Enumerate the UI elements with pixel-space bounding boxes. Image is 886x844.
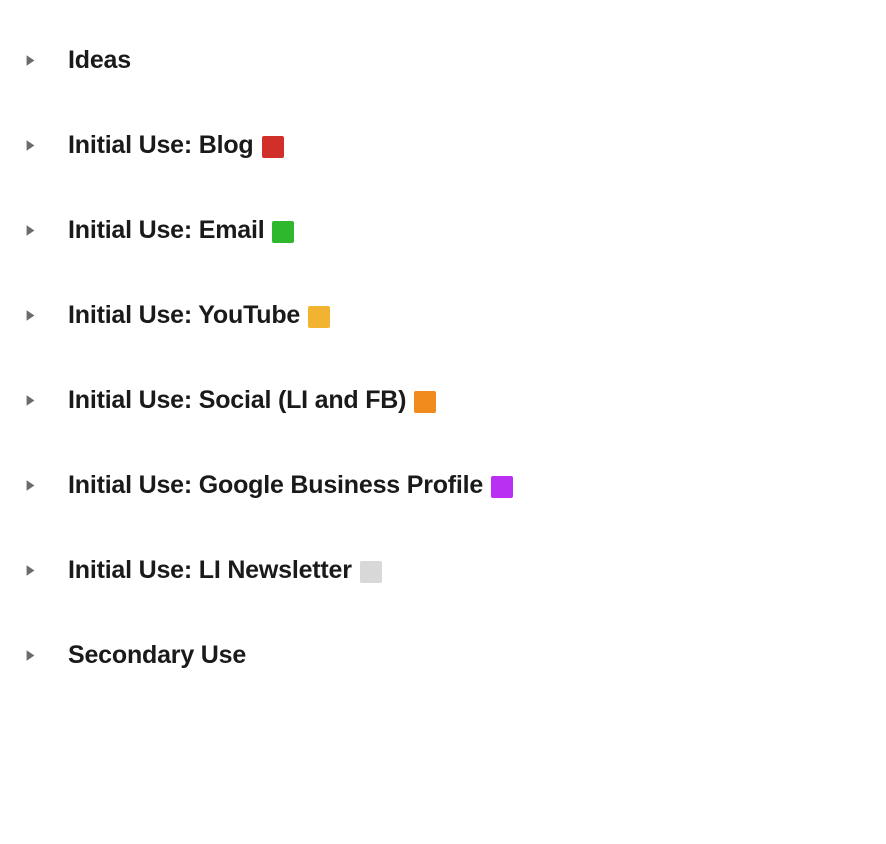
toggle-item-google-business[interactable]: Initial Use: Google Business Profile xyxy=(24,443,862,528)
toggle-item-email[interactable]: Initial Use: Email xyxy=(24,188,862,273)
toggle-item-social[interactable]: Initial Use: Social (LI and FB) xyxy=(24,358,862,443)
toggle-label: Secondary Use xyxy=(68,641,246,670)
color-swatch-orange xyxy=(414,391,436,413)
triangle-right-icon xyxy=(24,394,48,407)
triangle-right-icon xyxy=(24,564,48,577)
triangle-right-icon xyxy=(24,649,48,662)
toggle-item-youtube[interactable]: Initial Use: YouTube xyxy=(24,273,862,358)
toggle-label: Initial Use: Email xyxy=(68,216,294,245)
toggle-text: Initial Use: Email xyxy=(68,216,264,245)
color-swatch-gray xyxy=(360,561,382,583)
toggle-text: Initial Use: LI Newsletter xyxy=(68,556,352,585)
toggle-text: Initial Use: Blog xyxy=(68,131,254,160)
toggle-text: Initial Use: Social (LI and FB) xyxy=(68,386,406,415)
triangle-right-icon xyxy=(24,54,48,67)
toggle-item-ideas[interactable]: Ideas xyxy=(24,18,862,103)
triangle-right-icon xyxy=(24,479,48,492)
toggle-item-li-newsletter[interactable]: Initial Use: LI Newsletter xyxy=(24,528,862,613)
toggle-label: Initial Use: Social (LI and FB) xyxy=(68,386,436,415)
toggle-text: Ideas xyxy=(68,46,131,75)
triangle-right-icon xyxy=(24,309,48,322)
triangle-right-icon xyxy=(24,139,48,152)
toggle-text: Secondary Use xyxy=(68,641,246,670)
toggle-label: Ideas xyxy=(68,46,131,75)
toggle-label: Initial Use: LI Newsletter xyxy=(68,556,382,585)
triangle-right-icon xyxy=(24,224,48,237)
toggle-list: Ideas Initial Use: Blog Initial Use: Ema… xyxy=(24,18,862,698)
toggle-item-blog[interactable]: Initial Use: Blog xyxy=(24,103,862,188)
color-swatch-red xyxy=(262,136,284,158)
toggle-label: Initial Use: Blog xyxy=(68,131,284,160)
color-swatch-purple xyxy=(491,476,513,498)
toggle-label: Initial Use: YouTube xyxy=(68,301,330,330)
color-swatch-yellow xyxy=(308,306,330,328)
toggle-text: Initial Use: YouTube xyxy=(68,301,300,330)
toggle-item-secondary-use[interactable]: Secondary Use xyxy=(24,613,862,698)
color-swatch-green xyxy=(272,221,294,243)
toggle-text: Initial Use: Google Business Profile xyxy=(68,471,483,500)
toggle-label: Initial Use: Google Business Profile xyxy=(68,471,513,500)
